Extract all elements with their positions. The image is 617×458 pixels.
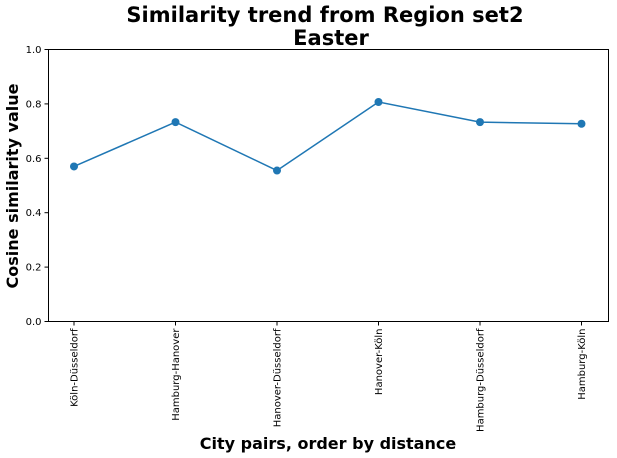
data-point <box>577 119 586 128</box>
x-tick-label: Hamburg-Düsseldorf <box>476 328 487 432</box>
series <box>70 97 586 175</box>
y-tick-label: 0.2 <box>26 263 42 274</box>
y-tick-label: 0.0 <box>26 317 42 328</box>
y-axis-label: Cosine similarity value <box>3 83 22 288</box>
chart-title-line-1: Similarity trend from Region set2 <box>126 3 523 27</box>
x-tick-label: Hamburg-Köln <box>577 329 588 400</box>
data-point <box>273 166 281 175</box>
y-tick-label: 1.0 <box>26 45 42 56</box>
y-tick-label: 0.4 <box>26 208 42 219</box>
y-tick-label: 0.8 <box>26 99 42 110</box>
data-point <box>476 118 484 127</box>
y-axis: 0.0 0.2 0.4 0.6 0.8 1.0 <box>26 45 49 328</box>
y-tick-label: 0.6 <box>26 154 42 165</box>
x-axis: Köln-Düsseldorf Hamburg-Hanover Hanover-Dü… <box>70 321 588 432</box>
x-tick-label: Hanover-Düsseldorf <box>273 328 284 427</box>
x-tick-label: Köln-Düsseldorf <box>70 328 81 407</box>
x-tick-label: Hanover-Köln <box>374 329 385 396</box>
data-point <box>70 162 78 171</box>
x-tick-label: Hamburg-Hanover <box>171 328 182 421</box>
plot-frame <box>48 49 609 322</box>
series-line <box>73 101 582 172</box>
chart-title-line-2: Easter <box>293 26 369 50</box>
x-axis-label: City pairs, order by distance <box>200 434 457 453</box>
data-point <box>374 97 383 106</box>
data-point <box>171 118 180 127</box>
